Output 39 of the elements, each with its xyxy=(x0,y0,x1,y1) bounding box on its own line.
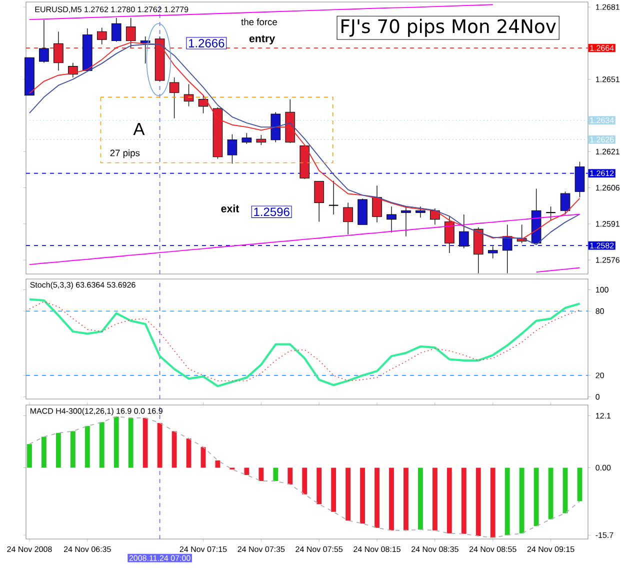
y-tick-label: 80 xyxy=(596,308,604,314)
ref-line-label: 1.2634 xyxy=(590,117,614,124)
annotation: A xyxy=(133,123,145,135)
text: FJ's 70 pips Mon 24Nov xyxy=(342,18,556,37)
x-tick-label: 24 Nov 08:35 xyxy=(412,546,458,552)
y-tick-label: 0 xyxy=(596,394,600,400)
y-tick-label: 100 xyxy=(596,286,608,293)
y-tick-label: 20 xyxy=(596,372,604,378)
y-tick-label: 1.2681 xyxy=(596,4,620,10)
y-tick-label: 1.2621 xyxy=(596,148,620,154)
text: 2008.11.24 07:00 xyxy=(129,555,190,561)
annotation: EURUSD,M5 1.2762 1.2780 1.2762 1.2779 xyxy=(35,6,188,14)
x-tick-label: 24 Nov 07:55 xyxy=(296,546,343,552)
x-tick-label: 24 Nov 2008 xyxy=(7,546,52,552)
x-tick-label: 24 Nov 06:35 xyxy=(64,546,111,552)
x-tick-label: 24 Nov 07:15 xyxy=(180,546,227,552)
annotation: exit xyxy=(221,204,240,212)
y-tick-label: 1.2651 xyxy=(596,76,620,82)
annotation: entry xyxy=(249,35,276,44)
y-tick-label: -15.7 xyxy=(596,532,614,538)
y-tick-label: 1.2606 xyxy=(596,184,620,191)
ref-line-label: 1.2626 xyxy=(590,136,614,142)
x-tick-label: 24 Nov 08:55 xyxy=(469,546,516,552)
annotation: the force xyxy=(241,18,277,26)
y-tick-label: 1.2576 xyxy=(596,257,620,263)
x-tick-label: 24 Nov 07:35 xyxy=(238,546,285,552)
ref-line-label: 1.2612 xyxy=(590,170,614,176)
chart-title: Stoch(5,3,3) 63.6364 53.6926 xyxy=(30,282,136,290)
chart-title: MACD H4-300(12,26,1) 16.9 0.0 16.9 xyxy=(30,408,162,416)
x-tick-label: 24 Nov 09:15 xyxy=(527,546,574,552)
annotation: 27 pips xyxy=(110,149,140,158)
ref-line-label: 1.2664 xyxy=(590,45,614,51)
annotation: 1.2596 xyxy=(254,208,290,216)
y-tick-label: 1.2591 xyxy=(596,221,620,227)
y-tick-label: 0.00 xyxy=(596,464,611,471)
x-tick-label: 24 Nov 08:15 xyxy=(354,546,400,552)
ref-line-label: 1.2582 xyxy=(590,242,614,248)
y-tick-label: 12.1 xyxy=(596,412,611,419)
annotation: 1.2666 xyxy=(188,38,224,48)
